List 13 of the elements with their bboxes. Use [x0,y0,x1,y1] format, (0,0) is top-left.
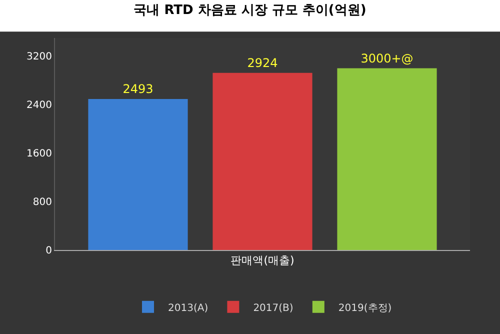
legend-label: 2013(A) [168,302,208,314]
y-tick-label: 2400 [26,100,52,112]
legend-label: 2017(B) [253,302,294,314]
y-tick-label: 1600 [26,148,52,160]
y-tick-label: 0 [46,246,52,256]
data-label: 2493 [122,82,154,96]
data-label: 3000+@ [360,51,414,66]
legend-label: 2019(추정) [338,302,392,314]
x-tick-label: 판매액(매출) [230,254,294,268]
chart-title: 국내 RTD 차음료 시장 규모 추이(억원) [134,3,366,18]
data-label: 2924 [247,56,278,70]
y-tick-label: 800 [32,197,52,208]
y-tick-label: 3200 [26,52,52,63]
